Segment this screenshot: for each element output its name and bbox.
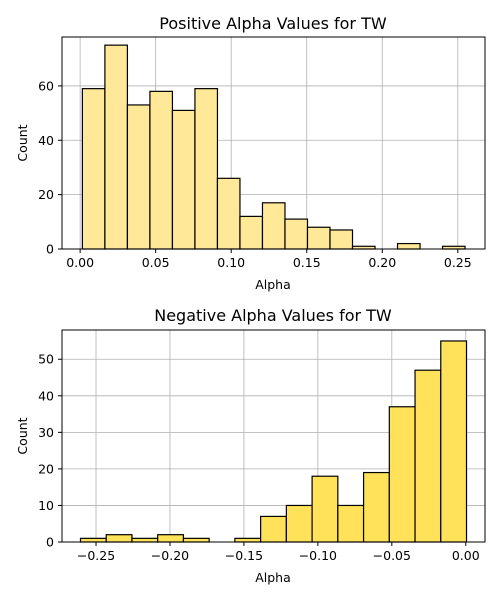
bottom-histogram-bar <box>157 534 185 543</box>
top-histogram-bar <box>104 44 129 250</box>
top-plot-frame <box>61 36 486 250</box>
bottom-y-tick-label: 10 <box>38 498 54 513</box>
bottom-histogram-bar <box>260 515 287 543</box>
bottom-x-tick-label: −0.10 <box>299 548 337 563</box>
top-x-tick-label: 0.15 <box>293 255 321 270</box>
bottom-x-tick-label: 0.00 <box>452 548 480 563</box>
bottom-y-tick-label: 0 <box>46 535 54 550</box>
top-x-tick-label: 0.10 <box>217 255 245 270</box>
bottom-x-tick-label: −0.20 <box>151 548 189 563</box>
bottom-x-tick-label: −0.05 <box>373 548 411 563</box>
top-y-tick-label: 20 <box>38 187 54 202</box>
top-histogram-bar <box>216 177 241 250</box>
top-histogram-bar <box>81 88 106 250</box>
bottom-histogram-panel: Negative Alpha Values for TW Alpha Count… <box>15 306 486 585</box>
bottom-chart-title: Negative Alpha Values for TW <box>154 306 392 325</box>
top-x-tick-label: 0.20 <box>368 255 396 270</box>
top-histogram-bar <box>149 90 174 250</box>
top-chart-title: Positive Alpha Values for TW <box>159 14 387 33</box>
top-histogram-bar <box>239 215 264 250</box>
top-histogram-panel: Positive Alpha Values for TW Alpha Count… <box>15 14 486 292</box>
bottom-histogram-bar <box>285 504 313 543</box>
bottom-histogram-bar <box>311 475 339 543</box>
top-x-axis-label: Alpha <box>255 277 291 292</box>
top-histogram-bar <box>261 202 286 250</box>
top-histogram-bar <box>329 229 354 250</box>
top-y-axis-label: Count <box>15 124 30 161</box>
bottom-x-tick-label: −0.25 <box>77 548 115 563</box>
bottom-histogram-bar <box>234 537 262 543</box>
top-histogram-bar <box>284 218 309 250</box>
bottom-y-tick-label: 20 <box>38 461 54 476</box>
top-histogram-bar <box>171 109 196 250</box>
top-histogram-bar <box>396 242 421 250</box>
bottom-histogram-bar <box>337 504 365 543</box>
bottom-y-axis-label: Count <box>15 417 30 454</box>
bottom-histogram-bar <box>388 406 416 543</box>
top-x-tick-label: 0.00 <box>66 255 94 270</box>
top-y-tick-label: 0 <box>46 242 54 257</box>
top-y-tick-label: 60 <box>38 78 54 93</box>
top-histogram-bar <box>126 104 151 250</box>
bottom-histogram-bar <box>362 471 390 543</box>
bottom-plot-frame <box>61 329 486 543</box>
bottom-histogram-bar <box>414 369 442 543</box>
top-x-tick-label: 0.05 <box>142 255 170 270</box>
top-y-tick-label: 40 <box>38 133 54 148</box>
bottom-x-axis-label: Alpha <box>255 570 291 585</box>
bottom-histogram-bar <box>131 537 159 543</box>
top-x-tick-label: 0.25 <box>444 255 472 270</box>
bottom-histogram-bar <box>79 537 107 543</box>
bottom-y-tick-label: 50 <box>38 352 54 367</box>
bottom-histogram-bar <box>182 537 210 543</box>
bottom-x-tick-label: −0.15 <box>225 548 263 563</box>
bottom-y-tick-label: 30 <box>38 425 54 440</box>
bottom-y-tick-label: 40 <box>38 388 54 403</box>
top-histogram-bar <box>194 88 219 250</box>
bottom-histogram-bar <box>105 534 133 543</box>
top-histogram-bar <box>306 226 331 250</box>
bottom-histogram-bar <box>440 340 468 543</box>
